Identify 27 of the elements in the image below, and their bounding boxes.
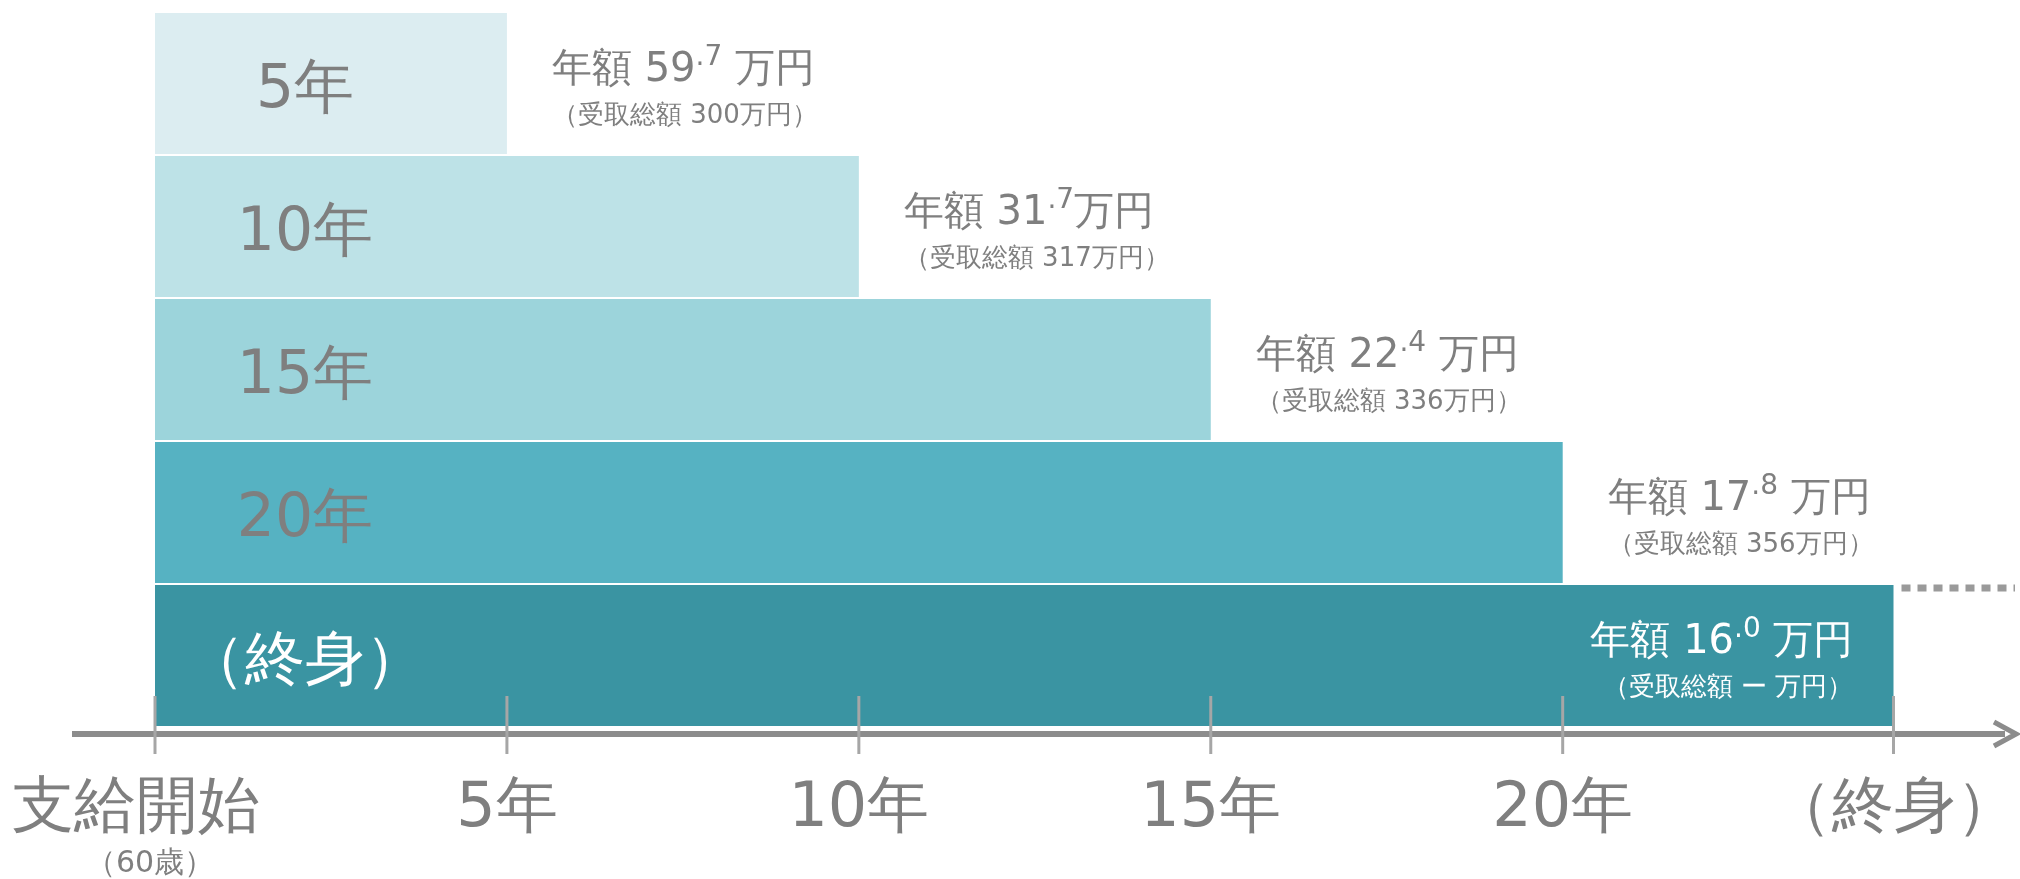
text: （60歳） bbox=[85, 844, 215, 879]
x-tick-label: 15年 bbox=[1140, 768, 1282, 841]
data-label: 年額 59$^{.7}$ 万円 bbox=[551, 38, 815, 90]
annotation: （受取総額 336万円） bbox=[1255, 384, 1522, 415]
bar bbox=[155, 299, 1211, 440]
data-label: 年額 16$^{.0}$ 万円 bbox=[1590, 610, 1854, 662]
x-tick-label: 10年 bbox=[788, 768, 930, 841]
data-label: 年額 17$^{.8}$ 万円 bbox=[1607, 467, 1871, 519]
y-tick-label: 20年 bbox=[236, 479, 374, 550]
annotation: （受取総額 300万円） bbox=[551, 98, 818, 129]
y-tick-label: 15年 bbox=[236, 336, 374, 407]
annotation: （受取総額 356万円） bbox=[1607, 527, 1874, 558]
annotation: （受取総額 ー 万円） bbox=[1602, 670, 1854, 701]
bar bbox=[155, 442, 1563, 583]
annotation: （受取総額 317万円） bbox=[903, 241, 1170, 272]
y-tick-label: 10年 bbox=[236, 193, 374, 264]
y-tick-label: 5年 bbox=[255, 50, 355, 121]
data-label: 年額 22$^{.4}$ 万円 bbox=[1255, 324, 1519, 376]
x-tick-label: 5年 bbox=[456, 768, 558, 841]
bar bbox=[155, 156, 859, 297]
y-tick-label: （終身） bbox=[185, 622, 425, 693]
data-label: 年額 31$^{.7}$万円 bbox=[903, 181, 1155, 233]
bar bbox=[155, 13, 507, 154]
x-tick-label: 20年 bbox=[1492, 768, 1634, 841]
x-tick-label: 支給開始 bbox=[12, 768, 260, 841]
x-tick-label: （終身） bbox=[1769, 768, 2018, 841]
bar bbox=[155, 585, 1894, 726]
